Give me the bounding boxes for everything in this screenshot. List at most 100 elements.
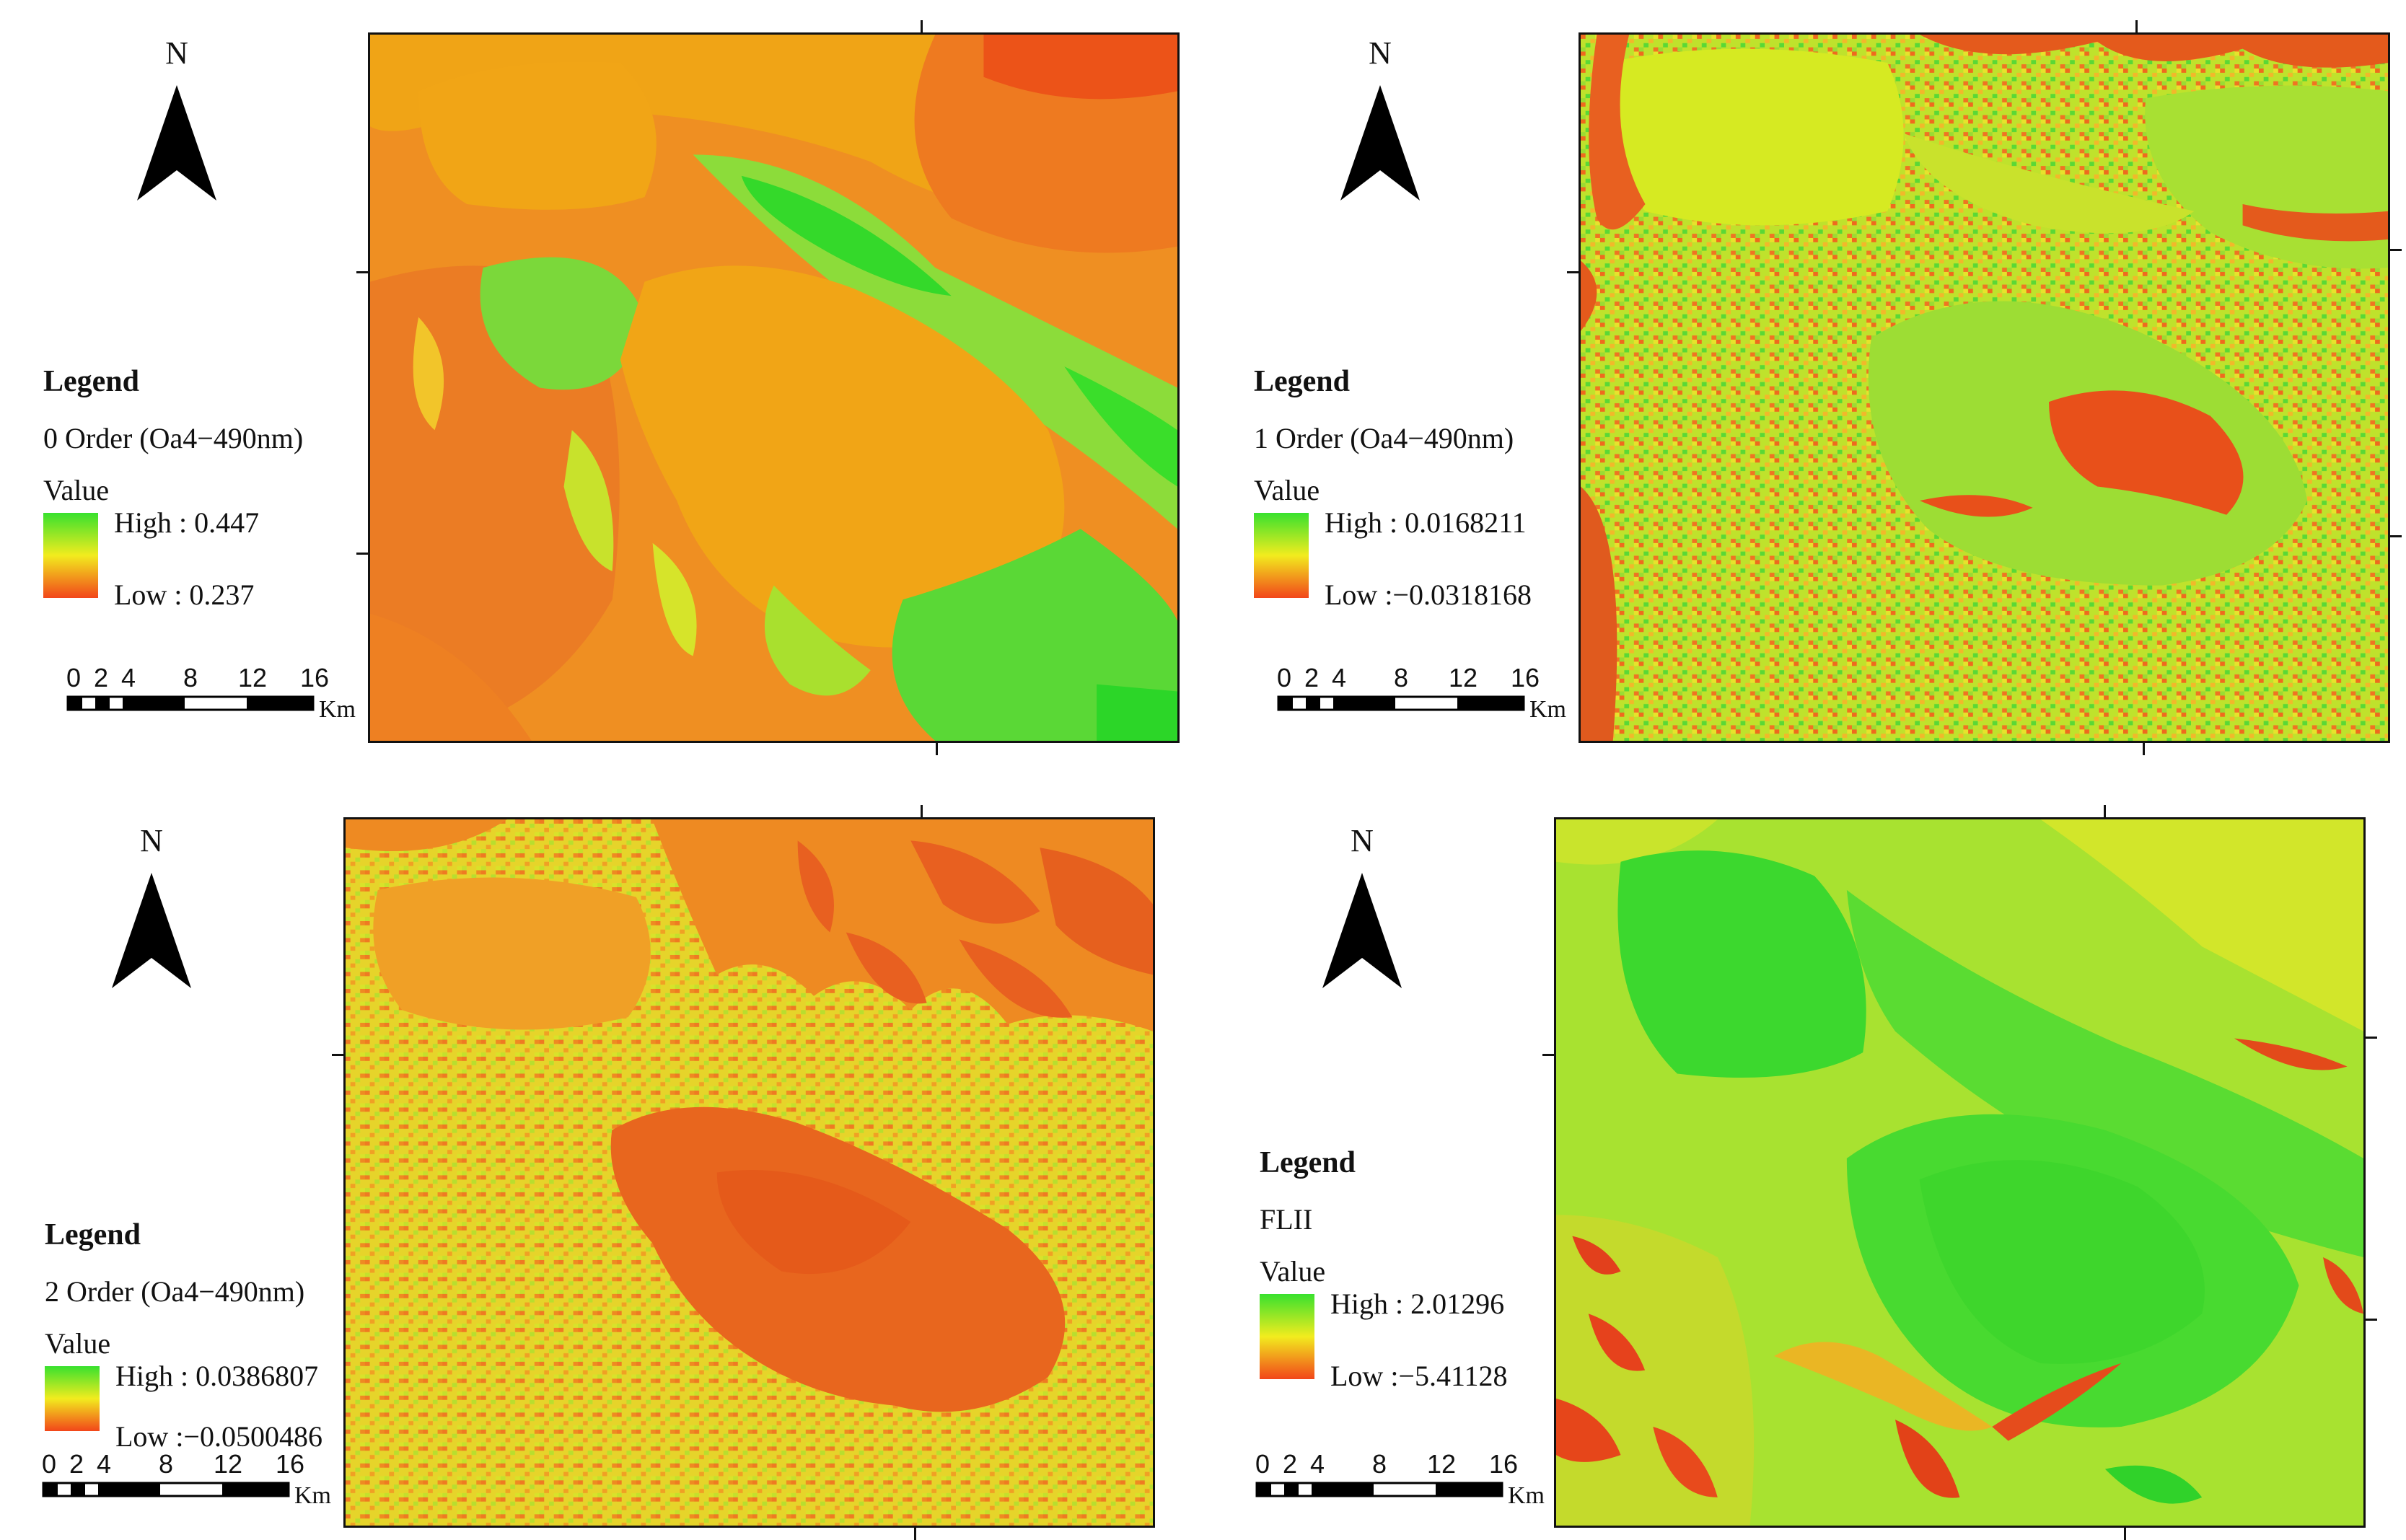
map-edge-tick — [936, 743, 938, 755]
map-edge-tick — [2390, 535, 2402, 537]
map-edge-tick — [921, 20, 923, 32]
scale-tick: 2 — [1282, 1449, 1298, 1479]
legend-color-ramp-row: High : 2.01296 Low :−5.41128 — [1260, 1288, 1606, 1392]
raster-map — [1554, 817, 2366, 1528]
raster-map — [343, 817, 1155, 1528]
map-edge-tick — [2124, 1528, 2126, 1540]
scale-bar: 0 2 4 8 12 16 Km — [1255, 1449, 1594, 1510]
scale-bar-graphic — [1255, 1482, 1503, 1497]
scale-tick: 0 — [41, 1449, 57, 1479]
north-arrow-icon — [112, 873, 191, 988]
scale-bar: 0 2 4 8 12 16 Km — [66, 663, 405, 723]
legend-layer-name: 0 Order (Oa4−490nm) — [43, 422, 304, 454]
legend-value-label: Value — [45, 1327, 111, 1360]
legend-low-label: Low :−5.41128 — [1330, 1360, 1508, 1392]
scale-tick: 16 — [275, 1449, 305, 1479]
legend-low-label: Low :−0.0500486 — [115, 1420, 322, 1453]
legend-layer-name: 1 Order (Oa4−490nm) — [1254, 422, 1514, 454]
map-edge-tick — [332, 1054, 343, 1056]
scale-unit: Km — [294, 1482, 331, 1509]
map-edge-tick — [1542, 1054, 1554, 1056]
map-edge-tick — [921, 805, 923, 817]
color-ramp — [1254, 513, 1309, 598]
scale-tick: 0 — [66, 663, 82, 692]
map-edge-tick — [2366, 1037, 2377, 1039]
legend-color-ramp-row: High : 0.0168211 Low :−0.0318168 — [1254, 506, 1600, 611]
scale-bar: 0 2 4 8 12 16 Km — [41, 1449, 381, 1510]
legend-high-label: High : 0.447 — [114, 506, 260, 539]
legend-high-label: High : 0.0386807 — [115, 1360, 319, 1392]
scale-tick: 2 — [69, 1449, 84, 1479]
scale-tick: 4 — [96, 1449, 112, 1479]
raster-map — [1579, 32, 2390, 743]
legend-value-label: Value — [43, 474, 110, 506]
legend-layer-name: FLII — [1260, 1203, 1313, 1236]
map-panel-0-order: N Legend 0 Order (Oa4−490nm) Value High … — [0, 0, 1203, 770]
map-edge-tick — [914, 1528, 916, 1540]
legend-title: Legend — [1254, 365, 1351, 398]
scale-tick: 4 — [1331, 663, 1347, 692]
scale-unit: Km — [1529, 696, 1566, 723]
scale-tick: 2 — [1304, 663, 1320, 692]
map-panel-flii: N Legend FLII Value High : 2.01296 Low :… — [1203, 770, 2406, 1540]
map-edge-tick — [2104, 805, 2106, 817]
scale-tick: 12 — [213, 1449, 243, 1479]
legend-value-label: Value — [1260, 1255, 1326, 1288]
raster-map-image — [1581, 35, 2388, 741]
map-edge-tick — [1567, 271, 1579, 273]
north-label: N — [1369, 35, 1392, 71]
scale-tick: 2 — [93, 663, 109, 692]
scale-bar: 0 2 4 8 12 16 Km — [1276, 663, 1616, 723]
legend-layer-name: 2 Order (Oa4−490nm) — [45, 1275, 305, 1308]
scale-tick: 8 — [1393, 663, 1409, 692]
north-arrow-icon — [137, 85, 216, 201]
north-arrow: N — [1340, 35, 1420, 201]
map-panel-2-order: N Legend 2 Order (Oa4−490nm) Value High … — [0, 770, 1203, 1540]
scale-bar-graphic — [1277, 695, 1525, 711]
scale-tick: 8 — [1371, 1449, 1387, 1479]
north-arrow-icon — [1340, 85, 1420, 201]
scale-tick: 8 — [183, 663, 198, 692]
scale-tick: 0 — [1255, 1449, 1270, 1479]
legend-value-label: Value — [1254, 474, 1320, 506]
legend-low-label: Low : 0.237 — [114, 578, 255, 611]
scale-tick: 4 — [1309, 1449, 1325, 1479]
legend-high-label: High : 0.0168211 — [1325, 506, 1527, 539]
scale-tick: 12 — [1448, 663, 1478, 692]
scale-tick: 4 — [120, 663, 136, 692]
scale-bar-graphic — [66, 695, 315, 711]
north-arrow: N — [1322, 823, 1402, 988]
scale-tick: 0 — [1276, 663, 1292, 692]
north-arrow: N — [137, 38, 216, 201]
legend-title: Legend — [1260, 1146, 1356, 1179]
raster-map-image — [346, 819, 1153, 1526]
legend-color-ramp-row: High : 0.447 Low : 0.237 — [43, 506, 390, 611]
map-edge-tick — [356, 271, 368, 273]
raster-map-image — [370, 35, 1177, 741]
color-ramp — [45, 1366, 100, 1431]
legend: Legend 2 Order (Oa4−490nm) Value High : … — [45, 1218, 391, 1457]
north-arrow: N — [112, 823, 191, 988]
scale-tick: 16 — [299, 663, 330, 692]
scale-unit: Km — [319, 696, 356, 723]
north-label: N — [1351, 823, 1374, 858]
scale-tick: 12 — [1426, 1449, 1457, 1479]
scale-tick: 16 — [1510, 663, 1540, 692]
map-panel-1-order: N Legend 1 Order (Oa4−490nm) Value High … — [1203, 0, 2406, 770]
map-edge-tick — [356, 553, 368, 555]
scale-tick: 8 — [158, 1449, 174, 1479]
scale-tick: 12 — [237, 663, 268, 692]
map-edge-tick — [2390, 249, 2402, 251]
north-label: N — [140, 823, 163, 858]
map-edge-tick — [2366, 1319, 2377, 1321]
map-edge-tick — [2135, 20, 2138, 32]
legend-title: Legend — [43, 365, 140, 398]
color-ramp — [1260, 1294, 1314, 1379]
scale-unit: Km — [1508, 1482, 1545, 1509]
color-ramp — [43, 513, 98, 598]
legend-title: Legend — [45, 1218, 141, 1251]
raster-map-image — [1556, 819, 2363, 1526]
legend-low-label: Low :−0.0318168 — [1325, 578, 1532, 611]
legend: Legend 1 Order (Oa4−490nm) Value High : … — [1254, 364, 1600, 611]
north-arrow-icon — [1322, 873, 1402, 988]
